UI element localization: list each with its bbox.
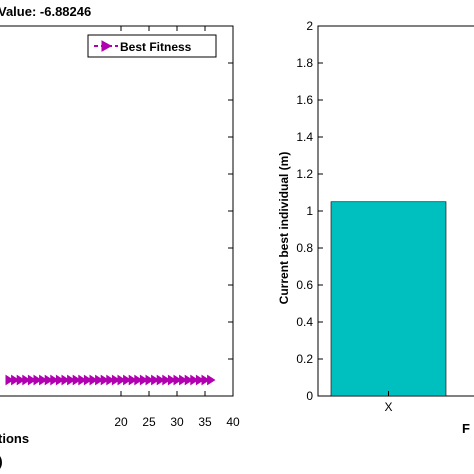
best-fitness-point [139,374,149,386]
best-fitness-point [145,374,154,386]
left-chart: Value: -6.88246 20 25 30 35 40 Best Fitness … [0,4,240,469]
bar-x [330,201,447,397]
left-x-tick-label: 40 [226,415,240,429]
legend-marker [101,40,113,52]
best-fitness-point [67,374,76,386]
right-panel-letter: F [462,421,470,436]
right-y-tick-label: 1 [306,204,313,218]
best-fitness-point [117,374,126,386]
right-chart: 0 0.2 0.4 0.6 0.8 1 1.2 1.4 1.6 1.8 2 X Current be… [277,19,474,436]
best-fitness-point [201,374,210,386]
left-x-ticks: 20 25 30 35 40 [114,26,240,429]
left-plot-area [0,25,234,397]
best-fitness-point [190,374,199,386]
best-fitness-point [39,374,48,386]
legend-box [87,34,217,58]
best-fitness-point [50,374,59,386]
best-fitness-point [55,374,65,386]
legend-entry-best-fitness: Best Fitness [120,40,192,54]
right-y-tick-label: 0 [306,389,313,403]
left-x-tick-label: 20 [114,415,128,429]
best-fitness-point [156,374,166,386]
best-fitness-point [78,374,87,386]
best-fitness-point [134,374,143,386]
left-panel-letter: ) [0,453,3,469]
best-fitness-point [11,374,20,386]
left-x-tick-label: 30 [170,415,184,429]
right-y-tick-label: 1.6 [296,93,313,107]
best-fitness-point [89,374,98,386]
best-fitness-point [173,374,182,386]
best-fitness-series [5,374,216,386]
best-fitness-point [83,374,93,386]
best-fitness-point [106,374,115,386]
best-fitness-point [195,374,205,386]
right-y-tick-label: 1.2 [296,167,313,181]
best-fitness-point [207,374,216,386]
best-fitness-point [184,374,194,386]
left-x-axis-label: tions [0,431,29,446]
best-fitness-point [100,374,110,386]
best-fitness-point [167,374,177,386]
left-x-tick-label: 35 [198,415,212,429]
left-legend: Best Fitness [87,34,217,58]
best-fitness-point [44,374,54,386]
best-fitness-point [128,374,138,386]
left-x-tick-label: 25 [142,415,156,429]
best-fitness-point [22,374,31,386]
right-y-tick-label: 0.8 [296,241,313,255]
best-fitness-point [27,374,37,386]
right-y-axis-label: Current best individual (m) [277,152,291,305]
right-x-tick-label: X [384,400,392,414]
best-fitness-point [72,374,82,386]
right-y-tick-label: 2 [306,19,313,33]
best-fitness-point [33,374,42,386]
best-fitness-point [179,374,188,386]
best-fitness-point [61,374,70,386]
right-y-tick-label: 0.2 [296,352,313,366]
best-fitness-point [162,374,171,386]
best-fitness-point [5,374,14,386]
right-y-tick-label: 1.4 [296,130,313,144]
left-chart-title: Value: -6.88246 [0,4,91,19]
right-y-ticks: 0 0.2 0.4 0.6 0.8 1 1.2 1.4 1.6 1.8 2 [296,19,323,403]
right-bars: X [330,201,447,414]
right-y-tick-label: 0.4 [296,315,313,329]
best-fitness-point [151,374,160,386]
right-y-tick-label: 0.6 [296,278,313,292]
right-y-tick-label: 1.8 [296,56,313,70]
best-fitness-point [123,374,132,386]
best-fitness-point [16,374,26,386]
best-fitness-point [95,374,104,386]
best-fitness-point [111,374,121,386]
